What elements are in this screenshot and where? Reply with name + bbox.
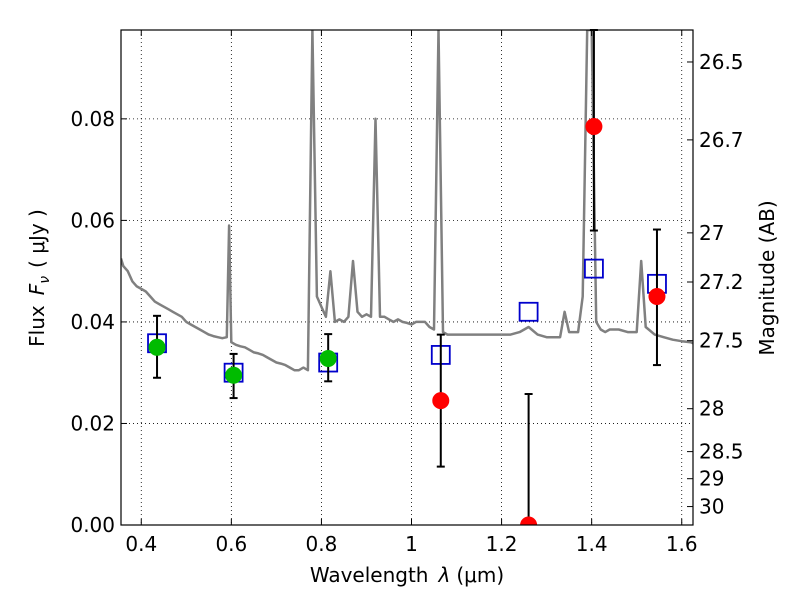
spectrum-line <box>121 30 693 372</box>
x-tick-label: 0.6 <box>215 532 247 556</box>
y-tick-label: 0.04 <box>70 310 115 334</box>
y-axis-label: FluxFν( μJy ) <box>25 209 53 347</box>
red-point <box>585 117 603 135</box>
plot-frame <box>120 29 694 526</box>
red-point <box>520 516 538 525</box>
x-tick-label: 1.2 <box>486 532 518 556</box>
x-tick-label: 1 <box>405 532 418 556</box>
green-point <box>148 338 166 356</box>
model-square <box>518 301 539 322</box>
green-point <box>225 366 243 384</box>
x-tick-label: 0.4 <box>125 532 157 556</box>
y-tick-label: 0.02 <box>70 411 115 435</box>
x-axis-label: Wavelength λ (μm) <box>310 563 504 587</box>
y-axis: 0.00 0.02 0.04 0.06 0.08 <box>70 107 127 537</box>
y2-tick-label: 29 <box>699 467 724 491</box>
y2-axis: 26.5 26.7 27 27.2 27.5 28 28.5 29 30 <box>687 50 744 519</box>
grid <box>121 30 693 526</box>
spectrum-layer <box>121 30 693 372</box>
y2-tick-label: 28 <box>699 397 724 421</box>
y2-tick-label: 30 <box>699 495 724 519</box>
y2-tick-label: 27.2 <box>699 270 744 294</box>
red-point <box>432 392 450 410</box>
x-tick-label: 0.8 <box>306 532 338 556</box>
x-tick-label: 1.4 <box>576 532 608 556</box>
y2-axis-label: Magnitude (AB) <box>755 200 779 355</box>
y2-tick-label: 26.7 <box>699 128 744 152</box>
model-squares <box>147 258 667 383</box>
green-point <box>319 349 337 367</box>
red-point <box>648 288 666 306</box>
model-square <box>584 258 604 279</box>
data-points <box>148 117 666 525</box>
x-axis: 0.4 0.6 0.8 1 1.2 1.4 1.6 <box>125 30 698 556</box>
y2-tick-label: 26.5 <box>699 50 744 74</box>
y-tick-label: 0.00 <box>70 513 115 537</box>
y-tick-label: 0.08 <box>70 107 115 131</box>
y2-tick-label: 27 <box>699 221 724 245</box>
x-tick-label: 1.6 <box>666 532 698 556</box>
y2-tick-label: 28.5 <box>699 440 744 464</box>
y2-tick-label: 27.5 <box>699 329 744 353</box>
y-tick-label: 0.06 <box>70 208 115 232</box>
